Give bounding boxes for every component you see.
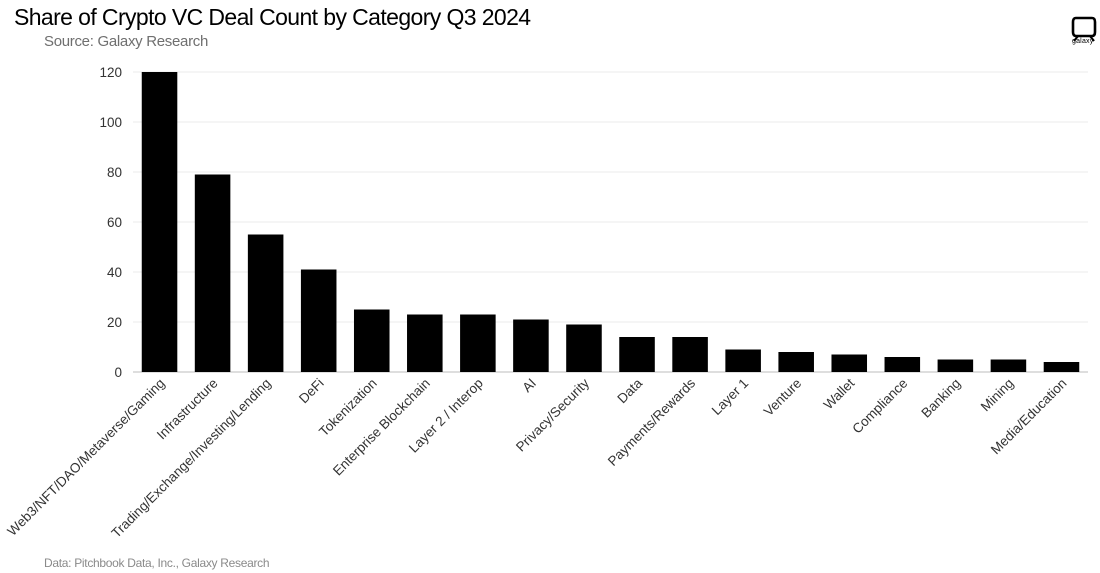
x-tick-label: Wallet xyxy=(821,375,858,412)
x-axis-ticks: Web3/NFT/DAO/Metaverse/GamingInfrastruct… xyxy=(4,375,1069,541)
bar xyxy=(460,314,496,372)
x-tick-label: Banking xyxy=(918,376,963,421)
y-tick-label: 80 xyxy=(107,165,122,180)
bar xyxy=(194,174,231,372)
bar xyxy=(247,234,284,372)
y-tick-label: 120 xyxy=(99,65,122,80)
bar xyxy=(937,359,974,372)
x-tick-label: AI xyxy=(519,376,539,396)
gridlines xyxy=(133,71,1088,373)
bar xyxy=(566,324,602,372)
y-tick-label: 60 xyxy=(107,215,122,230)
y-tick-label: 100 xyxy=(99,115,122,130)
logo-wordmark: galaxy xyxy=(1072,38,1094,45)
chart-title: Share of Crypto VC Deal Count by Categor… xyxy=(14,4,531,30)
bar xyxy=(1043,362,1080,372)
bar xyxy=(141,72,178,372)
x-tick-label: Layer 1 xyxy=(709,376,751,418)
x-tick-label: Venture xyxy=(761,376,805,420)
y-tick-label: 0 xyxy=(114,365,122,380)
bar xyxy=(884,357,921,372)
bar xyxy=(778,352,814,372)
y-axis-ticks: 0 20 40 60 80 100 120 xyxy=(99,65,122,380)
galaxy-logo-icon xyxy=(1071,16,1097,42)
data-source-note: Data: Pitchbook Data, Inc., Galaxy Resea… xyxy=(44,556,270,570)
chart-subtitle: Source: Galaxy Research xyxy=(44,33,209,50)
bar xyxy=(513,319,549,372)
x-tick-label: Data xyxy=(614,375,645,406)
x-tick-label: Mining xyxy=(978,376,1017,415)
bar xyxy=(672,337,708,372)
bar xyxy=(300,269,337,372)
bar xyxy=(831,354,868,372)
x-tick-label: Enterprise Blockchain xyxy=(330,376,433,479)
x-tick-label: Compliance xyxy=(849,376,910,437)
bar xyxy=(990,359,1027,372)
bar xyxy=(407,314,443,372)
x-tick-label: Payments/Rewards xyxy=(605,375,699,469)
y-tick-label: 40 xyxy=(107,265,122,280)
y-tick-label: 20 xyxy=(107,315,122,330)
x-tick-label: DeFi xyxy=(296,376,327,407)
bar xyxy=(725,349,761,372)
bar xyxy=(353,309,390,372)
bars xyxy=(141,72,1080,372)
bar xyxy=(619,337,655,372)
